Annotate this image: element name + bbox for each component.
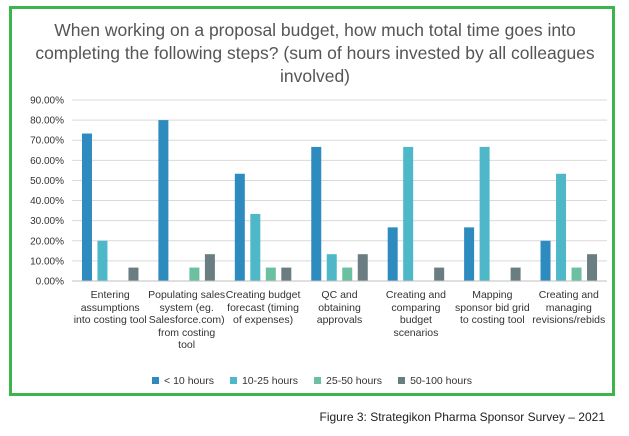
bar [204,254,215,281]
bar [128,267,139,281]
bar [403,146,414,281]
bar [387,227,398,281]
y-axis-tick-labels: 0.00% 10.00% 20.00% 30.00% 40.00% 50.00% 60.00… [30,96,64,288]
y-tick-label: 70.00% [30,136,64,147]
legend-item: 10-25 hours [229,375,299,387]
bar [571,267,582,281]
y-tick-label: 10.00% [30,256,64,267]
legend-label: 25-50 hours [326,375,383,387]
bar [81,133,92,281]
bar [479,146,490,281]
category-label: Creating and managing revisions/rebids [532,289,606,326]
legend: < 10 hours 10-25 hours 25-50 hours 50-100 h… [12,375,612,387]
bar [587,254,598,281]
legend-swatch [229,377,237,384]
category-label: Populating sales system (eg. Salesforce.co… [148,289,226,351]
y-tick-label: 60.00% [30,156,64,167]
bar [556,173,567,281]
category-label: Entering assumptions into costing tool [73,289,147,326]
bar [434,267,445,281]
bar [265,267,276,281]
legend-label: < 10 hours [164,375,214,387]
bar [250,213,261,281]
legend-swatch [152,377,160,384]
y-tick-label: 30.00% [30,216,64,227]
legend-label: 10-25 hours [241,375,299,387]
y-tick-label: 0.00% [36,277,64,288]
category-label: Creating budget forecast (timing of expens… [225,289,301,326]
bar [464,227,475,281]
gridlines [72,99,607,262]
y-tick-label: 40.00% [30,196,64,207]
legend-swatch [398,377,406,384]
legend-item: 25-50 hours [314,375,382,387]
category-label: QC and obtaining approvals [316,289,363,326]
bar [510,267,521,281]
legend-item: 50-100 hours [398,375,472,387]
bar [342,267,353,281]
bar [311,146,322,281]
category-label: Mapping sponsor bid grid to costing tool [454,289,530,326]
chart-title: When working on a proposal budget, how m… [35,20,595,86]
legend-item: < 10 hours [152,375,214,387]
y-tick-label: 90.00% [30,96,64,107]
bar [540,240,551,281]
legend-swatch [314,377,322,384]
bar [158,120,169,281]
bar [189,267,200,281]
bar [97,240,108,281]
bar [326,254,337,281]
figure-caption: Figure 3: Strategikon Pharma Sponsor Sur… [319,410,606,424]
category-label: Creating and comparing budget scenarios [385,289,446,339]
bar-chart: 0.00% 10.00% 20.00% 30.00% 40.00% 50.00% 60.00… [30,96,607,288]
chart-frame: When working on a proposal budget, how m… [9,6,615,396]
bar [357,254,368,281]
y-tick-label: 20.00% [30,236,64,247]
y-tick-label: 50.00% [30,176,64,187]
bars [81,120,598,281]
bar [281,267,292,281]
legend-label: 50-100 hours [410,375,472,387]
y-tick-label: 80.00% [30,116,64,127]
bar [234,173,245,281]
